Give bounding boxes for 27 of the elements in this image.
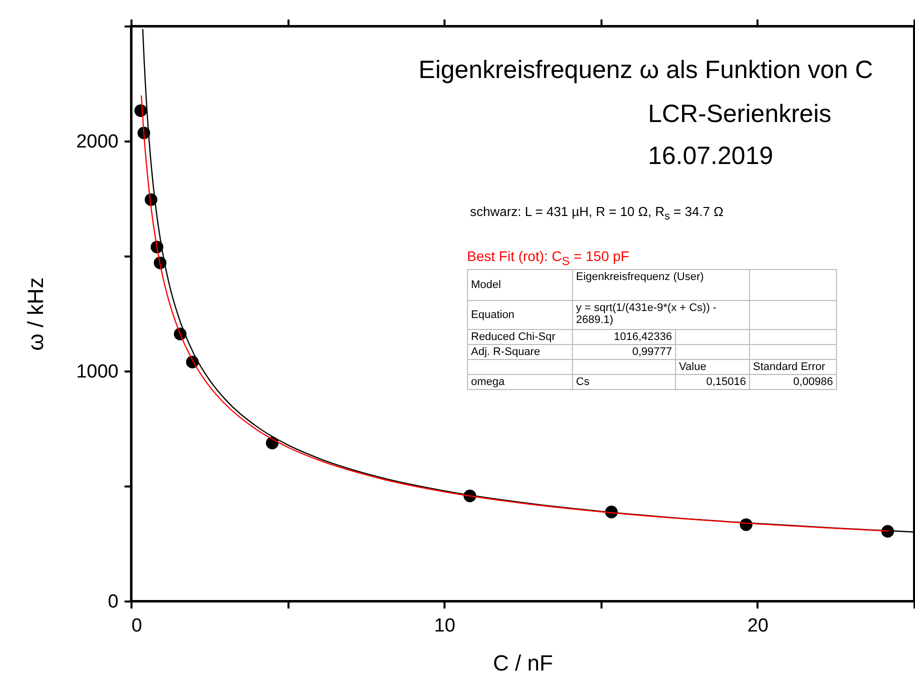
text: LCR-Serienkreis — [648, 100, 832, 129]
annotation: schwarz: L = 431 µH, R = 10 Ω, R$_{s}$ = 34.7 Ω — [470, 204, 724, 223]
annotation: y = sqrt(1/(431e-9*(x + Cs)) - 2689.1) — [572, 300, 750, 330]
annotation: Model — [468, 270, 572, 300]
y-tick-label: 2000 — [76, 132, 118, 152]
annotation: Eigenkreisfrequenz (User) — [572, 270, 750, 300]
x-tick-label: 20 — [747, 616, 768, 636]
annotation: 0,99777 — [572, 344, 676, 360]
annotation: Adj. R-Square — [468, 344, 572, 360]
y-tick-label: 1000 — [76, 362, 118, 382]
x-tick-label: 0 — [132, 616, 142, 636]
x-axis-title: C / nF — [493, 650, 553, 676]
y-axis-title: ω / kHz — [23, 277, 48, 351]
annotation: Cs — [572, 374, 676, 390]
annotation: 0,15016 — [676, 374, 750, 390]
annotation: Best Fit (rot): C$_{S}$ = 150 pF — [467, 248, 630, 268]
annotation: omega — [468, 374, 572, 390]
annotation: Equation — [468, 300, 572, 330]
text: Eigenkreisfrequenz ω als Funktion von C — [418, 56, 873, 85]
y-tick-label: 0 — [108, 592, 118, 612]
annotation: 0,00986 — [750, 374, 836, 390]
annotation: 1016,42336 — [572, 330, 676, 344]
annotation: Standard Error — [750, 360, 836, 374]
annotation: Reduced Chi-Sqr — [468, 330, 572, 344]
annotation: 16.07.2019 — [648, 142, 774, 171]
annotation: Value — [676, 360, 750, 374]
x-tick-label: 10 — [434, 616, 456, 636]
